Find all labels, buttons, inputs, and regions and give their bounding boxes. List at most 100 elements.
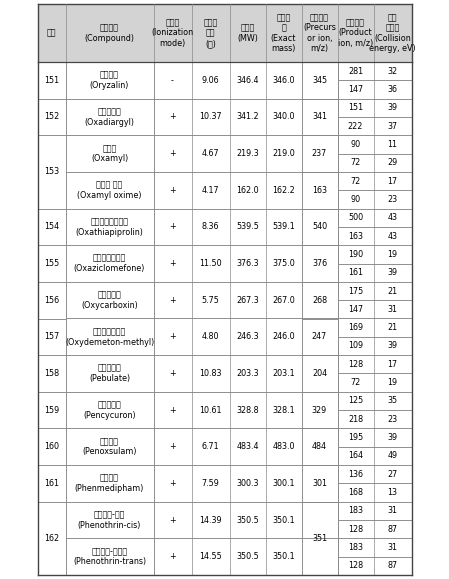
Text: 36: 36: [387, 85, 397, 94]
Text: 350.5: 350.5: [236, 552, 259, 561]
Text: 23: 23: [387, 195, 397, 204]
Text: 147: 147: [348, 85, 363, 94]
Text: 136: 136: [348, 470, 363, 479]
Text: 300.3: 300.3: [236, 479, 259, 488]
Text: 168: 168: [348, 488, 363, 497]
Text: 190: 190: [348, 250, 363, 259]
Text: 90: 90: [350, 140, 361, 149]
Text: 183: 183: [348, 543, 363, 552]
Text: 5.75: 5.75: [202, 296, 220, 305]
Text: 39: 39: [387, 433, 397, 442]
Text: 17: 17: [387, 360, 397, 369]
Text: 195: 195: [348, 433, 363, 442]
Text: 번호: 번호: [47, 28, 56, 38]
Text: 11.50: 11.50: [199, 259, 222, 268]
Text: 161: 161: [348, 268, 363, 277]
Text: 154: 154: [44, 222, 59, 232]
Text: 4.67: 4.67: [202, 149, 219, 158]
Text: 163: 163: [348, 232, 363, 240]
Text: 281: 281: [348, 67, 363, 76]
Text: 268: 268: [312, 296, 327, 305]
Text: 21: 21: [387, 287, 397, 295]
Text: 340.0: 340.0: [272, 112, 295, 122]
Text: 39: 39: [387, 103, 397, 112]
Text: 350.1: 350.1: [272, 515, 295, 525]
Text: 128: 128: [348, 525, 363, 534]
Text: 500: 500: [348, 213, 363, 222]
Text: 머무름
시간
(분): 머무름 시간 (분): [203, 18, 218, 48]
Text: 204: 204: [312, 369, 327, 378]
Text: 222: 222: [348, 122, 363, 131]
Text: 328.1: 328.1: [272, 406, 295, 415]
Text: 152: 152: [44, 112, 59, 122]
Text: 183: 183: [348, 507, 363, 515]
Text: 옥사지클로메폰
(Oxaziclomefone): 옥사지클로메폰 (Oxaziclomefone): [74, 254, 145, 273]
Text: 페녹술람
(Penoxsulam): 페녹술람 (Penoxsulam): [82, 437, 137, 456]
Text: +: +: [169, 112, 176, 122]
Text: 페노트린-트랜스
(Phenothrin-trans): 페노트린-트랜스 (Phenothrin-trans): [73, 547, 146, 566]
Text: 14.55: 14.55: [199, 552, 222, 561]
Text: 540: 540: [312, 222, 327, 232]
Text: +: +: [169, 332, 176, 342]
Text: 203.1: 203.1: [272, 369, 295, 378]
Text: 246.3: 246.3: [236, 332, 259, 342]
Text: 35: 35: [387, 397, 397, 405]
Text: 160: 160: [44, 442, 59, 451]
Text: 8.36: 8.36: [202, 222, 219, 232]
Text: 생성이온
(Product
ion, m/z): 생성이온 (Product ion, m/z): [338, 18, 373, 48]
Text: 31: 31: [387, 507, 397, 515]
Text: 341: 341: [312, 112, 327, 122]
Text: 161: 161: [44, 479, 59, 488]
Text: 선구이온
(Precurs
or ion,
m/z): 선구이온 (Precurs or ion, m/z): [303, 13, 336, 53]
Text: 27: 27: [387, 470, 398, 479]
Text: +: +: [169, 442, 176, 451]
Text: 169: 169: [348, 323, 363, 332]
Text: 158: 158: [44, 369, 59, 378]
Text: +: +: [169, 515, 176, 525]
Text: 19: 19: [387, 378, 397, 387]
Text: 31: 31: [387, 543, 397, 552]
Text: 301: 301: [312, 479, 327, 488]
Text: 483.4: 483.4: [236, 442, 259, 451]
Text: 14.39: 14.39: [199, 515, 222, 525]
Text: 11: 11: [387, 140, 397, 149]
Text: 351: 351: [312, 534, 327, 543]
Text: 10.83: 10.83: [199, 369, 222, 378]
Text: 163: 163: [312, 186, 327, 195]
Text: +: +: [169, 186, 176, 195]
Text: 21: 21: [387, 323, 397, 332]
Text: +: +: [169, 406, 176, 415]
Text: 페뷸레이트
(Pebulate): 페뷸레이트 (Pebulate): [89, 364, 130, 383]
Text: 충돌
에너지
(Collision
energy, eV): 충돌 에너지 (Collision energy, eV): [369, 13, 416, 53]
Text: 72: 72: [350, 177, 361, 186]
Text: 329: 329: [312, 406, 327, 415]
Text: 32: 32: [387, 67, 397, 76]
Text: 300.1: 300.1: [272, 479, 295, 488]
Text: 484: 484: [312, 442, 327, 451]
Text: 10.61: 10.61: [199, 406, 222, 415]
Text: 162.0: 162.0: [236, 186, 259, 195]
Text: 분자량
(MW): 분자량 (MW): [237, 23, 258, 43]
Text: 125: 125: [348, 397, 363, 405]
Text: 39: 39: [387, 342, 397, 350]
Text: 345: 345: [312, 76, 327, 85]
Text: 옥사밀 옥심
(Oxamyl oxime): 옥사밀 옥심 (Oxamyl oxime): [77, 181, 142, 200]
Text: 87: 87: [387, 561, 397, 570]
Text: 128: 128: [348, 360, 363, 369]
Text: 9.06: 9.06: [202, 76, 219, 85]
Text: +: +: [169, 259, 176, 268]
Text: 159: 159: [44, 406, 59, 415]
Text: 156: 156: [44, 296, 59, 305]
Text: 23: 23: [387, 415, 397, 424]
Text: 267.0: 267.0: [272, 296, 295, 305]
Text: 376: 376: [312, 259, 327, 268]
Text: 247: 247: [312, 332, 327, 342]
Text: 오리잘린
(Oryzalin): 오리잘린 (Oryzalin): [90, 71, 129, 90]
Text: +: +: [169, 149, 176, 158]
Text: 109: 109: [348, 342, 363, 350]
Text: 151: 151: [44, 76, 59, 85]
Text: 옥사디아길
(Oxadiargyl): 옥사디아길 (Oxadiargyl): [84, 107, 135, 127]
Text: 87: 87: [387, 525, 397, 534]
Text: 옥시데메톤메틸
(Oxydemeton-methyl): 옥시데메톤메틸 (Oxydemeton-methyl): [65, 327, 154, 346]
Text: 128: 128: [348, 561, 363, 570]
